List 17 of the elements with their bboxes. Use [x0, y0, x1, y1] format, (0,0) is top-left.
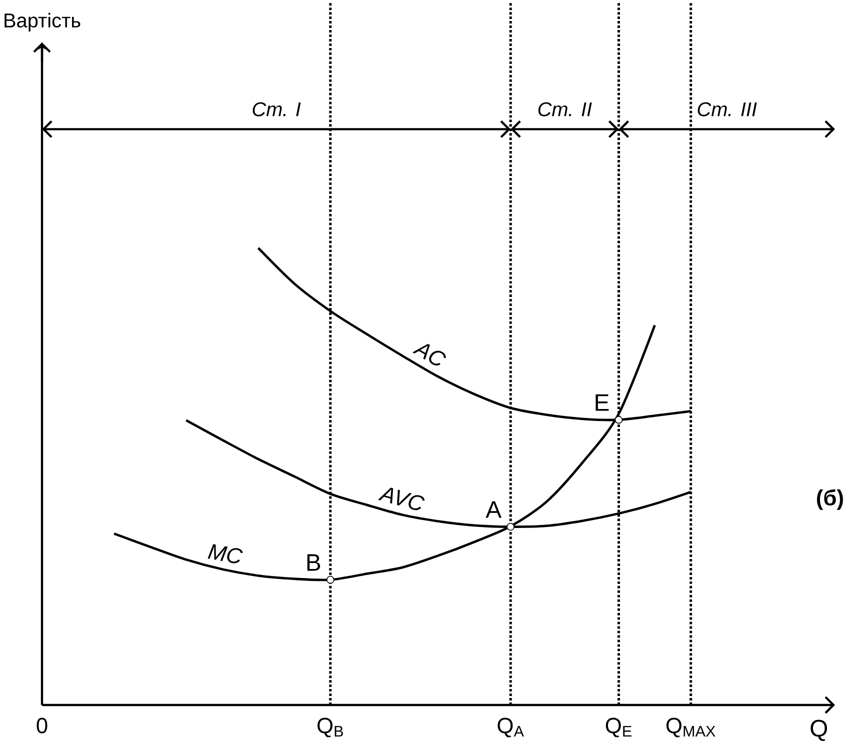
annotation: E [596, 394, 609, 411]
annotation: (б) [816, 489, 843, 510]
text: Ст. I [252, 102, 301, 116]
text: AVC [378, 488, 425, 510]
annotation: B [307, 554, 320, 571]
text: AC [412, 344, 446, 366]
x-tick-label: 0 [36, 718, 48, 734]
x-axis-title: Q [810, 720, 828, 742]
text: Вартість [4, 12, 80, 32]
annotation: A [486, 501, 502, 518]
x-tick-label: Q$_{A}$ [498, 718, 524, 738]
x-tick-label: Q$_{B}$ [318, 718, 343, 738]
x-tick-label: Q$_{E}$ [606, 718, 632, 738]
text: Ст. III [698, 102, 757, 116]
text: MC [208, 544, 243, 564]
x-tick-label: Q$_{MAX}$ [666, 718, 716, 738]
text: Ст. II [538, 102, 592, 116]
